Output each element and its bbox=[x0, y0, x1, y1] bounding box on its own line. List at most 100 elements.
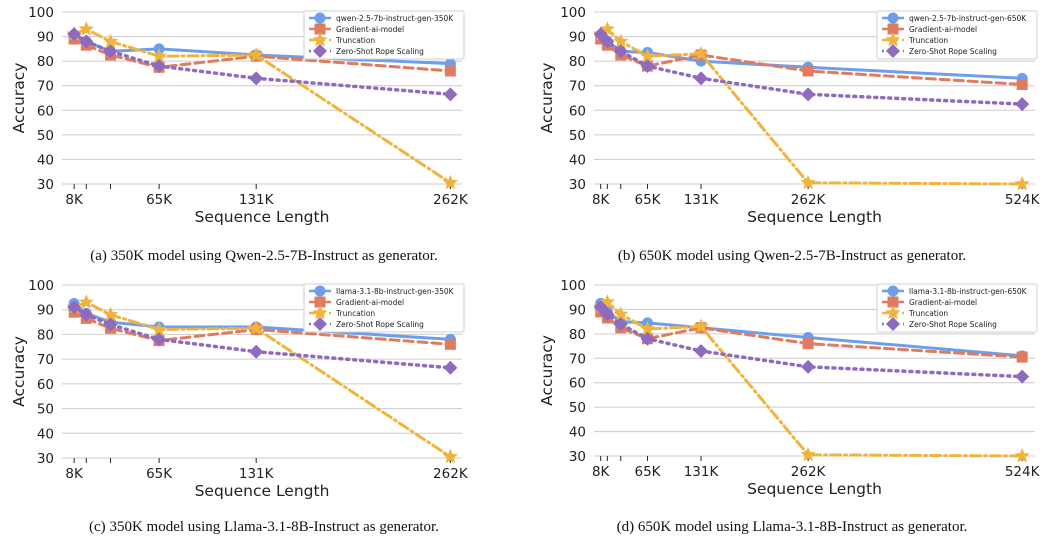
panel-label-b: (b) bbox=[617, 248, 636, 264]
y-axis-title: Accuracy bbox=[10, 63, 28, 134]
y-tick-label: 100 bbox=[28, 278, 54, 294]
y-tick-label: 80 bbox=[569, 54, 586, 70]
data-point bbox=[102, 33, 119, 48]
x-tick-label: 262K bbox=[433, 192, 469, 208]
caption-text-c: 350K model using Llama-3.1-8B-Instruct a… bbox=[109, 519, 439, 535]
legend-swatch-marker bbox=[313, 317, 327, 331]
legend-label: llama-3.1-8b-instruct-gen-350K bbox=[336, 287, 455, 296]
y-tick-label: 60 bbox=[37, 103, 54, 119]
x-tick-label: 65K bbox=[635, 192, 662, 208]
y-tick-label: 60 bbox=[569, 103, 586, 119]
y-tick-label: 70 bbox=[37, 79, 54, 95]
data-point bbox=[79, 307, 94, 322]
legend-label: Zero-Shot Rope Scaling bbox=[336, 320, 424, 329]
data-point bbox=[639, 48, 656, 63]
y-tick-label: 100 bbox=[560, 5, 586, 21]
legend-swatch-marker bbox=[885, 32, 901, 47]
y-tick-label: 30 bbox=[569, 177, 586, 193]
y-tick-label: 70 bbox=[37, 352, 54, 368]
series-truncation bbox=[66, 294, 458, 464]
x-tick-label: 131K bbox=[239, 192, 275, 208]
data-point bbox=[67, 27, 82, 42]
data-point bbox=[79, 34, 94, 49]
data-point bbox=[442, 448, 458, 464]
data-point bbox=[693, 45, 709, 61]
y-axis-title: Accuracy bbox=[538, 63, 556, 134]
x-tick-label: 524K bbox=[1005, 192, 1041, 208]
legend-swatch-marker bbox=[313, 44, 327, 58]
series-line bbox=[72, 310, 452, 346]
data-point bbox=[600, 307, 615, 322]
y-tick-label: 80 bbox=[37, 327, 54, 343]
y-tick-label: 90 bbox=[569, 302, 586, 318]
data-point bbox=[67, 300, 82, 315]
legend-label: Gradient-ai-model bbox=[336, 25, 404, 34]
x-axis-title: Sequence Length bbox=[195, 482, 330, 500]
legend-swatch-marker bbox=[314, 285, 326, 297]
data-point bbox=[102, 306, 119, 322]
legend-label: qwen-2.5-7b-instruct-gen-650K bbox=[909, 14, 1027, 23]
x-tick-label: 8K bbox=[592, 192, 611, 208]
y-axis-title: Accuracy bbox=[538, 335, 556, 406]
panel-label-a: (a) bbox=[90, 248, 107, 264]
y-tick-label: 30 bbox=[569, 449, 586, 465]
legend-box bbox=[876, 283, 1038, 333]
legend-label: llama-3.1-8b-instruct-gen-650K bbox=[909, 287, 1028, 296]
x-tick-label: 131K bbox=[684, 464, 720, 480]
y-tick-label: 90 bbox=[37, 30, 54, 46]
data-point bbox=[693, 318, 709, 333]
caption-c: (c) 350K model using Llama-3.1-8B-Instru… bbox=[0, 519, 528, 536]
chart-panel-d: 30 40 50 60 70 80 90 100 8K 65K 131K 262K 524K Sequen… bbox=[528, 273, 1056, 546]
y-tick-label: 60 bbox=[569, 376, 586, 392]
legend-swatch-marker bbox=[312, 32, 328, 47]
y-tick-label: 40 bbox=[569, 425, 586, 441]
x-tick-label: 65K bbox=[635, 464, 662, 480]
panel-label-c: (c) bbox=[89, 519, 106, 535]
series-zeroshot bbox=[67, 27, 458, 102]
panel-label-d: (d) bbox=[616, 519, 635, 535]
legend-label: Gradient-ai-model bbox=[909, 25, 977, 34]
y-tick-label: 70 bbox=[569, 79, 586, 95]
legend-swatch-marker bbox=[314, 23, 326, 35]
data-point bbox=[802, 338, 814, 350]
y-tick-label: 50 bbox=[569, 400, 586, 416]
legend-box bbox=[876, 10, 1038, 60]
legend-label: Zero-Shot Rope Scaling bbox=[909, 320, 997, 329]
data-point bbox=[249, 344, 264, 359]
data-point bbox=[640, 331, 655, 346]
data-point bbox=[800, 446, 816, 462]
series-zeroshot bbox=[67, 300, 458, 375]
y-tick-label: 50 bbox=[37, 128, 54, 144]
data-point bbox=[78, 21, 94, 36]
x-tick-label: 131K bbox=[684, 192, 720, 208]
y-tick-label: 80 bbox=[37, 54, 54, 70]
data-point bbox=[1015, 369, 1030, 384]
legend: qwen-2.5-7b-instruct-gen-650K Gradient-ai… bbox=[876, 10, 1038, 60]
legend-label: Truncation bbox=[335, 36, 375, 45]
legend-swatch-marker bbox=[885, 305, 901, 320]
data-point bbox=[801, 359, 816, 374]
x-tick-label: 524K bbox=[1005, 464, 1041, 480]
data-point bbox=[248, 47, 264, 62]
y-tick-label: 40 bbox=[37, 426, 54, 442]
data-point bbox=[103, 317, 118, 332]
legend: qwen-2.5-7b-instruct-gen-350K Gradient-ai… bbox=[303, 10, 465, 60]
series-line bbox=[72, 305, 453, 370]
series-line bbox=[72, 32, 453, 97]
data-point bbox=[613, 306, 629, 321]
data-point bbox=[1015, 97, 1030, 112]
data-point bbox=[443, 360, 458, 375]
legend-swatch-marker bbox=[887, 285, 899, 297]
legend-label: Truncation bbox=[335, 309, 375, 318]
x-tick-label: 65K bbox=[146, 192, 173, 208]
y-axis-title: Accuracy bbox=[10, 336, 28, 407]
data-point bbox=[600, 34, 615, 49]
data-point bbox=[1016, 78, 1028, 90]
chart-panel-b: 30 40 50 60 70 80 90 100 8K 65K 131K 262K 524K Sequen… bbox=[528, 0, 1056, 273]
y-tick-label: 70 bbox=[569, 351, 586, 367]
data-point bbox=[443, 87, 458, 102]
legend-label: Zero-Shot Rope Scaling bbox=[336, 47, 424, 56]
data-point bbox=[800, 174, 816, 190]
data-point bbox=[613, 33, 629, 48]
data-point bbox=[249, 71, 264, 86]
